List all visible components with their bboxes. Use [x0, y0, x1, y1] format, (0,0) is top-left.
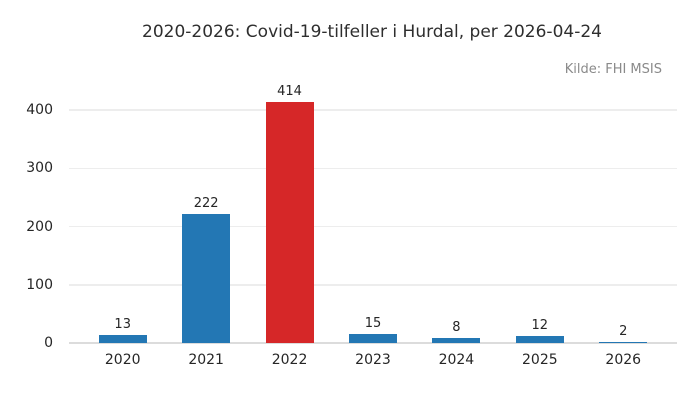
x-tick-label: 2022 [271, 352, 308, 368]
gridline [69, 284, 677, 286]
bar-value-label: 15 [364, 316, 382, 332]
bar-2025 [515, 336, 564, 343]
bar-2026 [599, 341, 648, 343]
x-tick-label: 2023 [355, 352, 391, 368]
y-tick-label: 100 [26, 276, 53, 293]
bar-value-label: 2 [619, 323, 628, 339]
x-tick-label: 2026 [605, 352, 642, 368]
bars-row: 13 222 414 15 8 12 2 [69, 84, 677, 343]
bar-2020 [98, 335, 147, 343]
x-tick-label: 2021 [188, 352, 224, 368]
bar-value-label: 13 [114, 317, 131, 333]
x-axis-labels: 2020 2021 2022 2023 2024 2025 2026 [69, 352, 677, 368]
source-label: Kilde: FHI MSIS [564, 62, 662, 77]
bar-2022 [265, 101, 314, 343]
gridlines-layer: 0 100 200 300 400 [26, 88, 677, 351]
bar-slot: 12 [498, 88, 581, 343]
bar-slot: 414 [248, 84, 331, 343]
bar-2021 [182, 213, 231, 343]
bar-slot: 8 [415, 88, 498, 343]
x-tick-label: 2024 [438, 352, 475, 368]
bar-value-label: 414 [277, 83, 302, 99]
y-tick-label: 400 [26, 102, 53, 119]
bar-value-label: 12 [531, 318, 549, 334]
bar-slot: 15 [331, 88, 414, 343]
x-tick-label: 2025 [522, 352, 558, 368]
y-tick-label: 0 [44, 335, 53, 351]
bar-value-label: 222 [193, 195, 219, 211]
chart-title: 2020-2026: Covid-19-tilfeller i Hurdal, … [142, 22, 602, 42]
plot-area: 0 100 200 300 400 13 222 414 15 8 12 2 [26, 84, 677, 351]
gridline [69, 225, 677, 228]
x-axis-baseline [69, 341, 677, 345]
bar-2024 [432, 338, 481, 343]
y-tick-label: 300 [26, 160, 53, 177]
x-tick-label: 2020 [104, 352, 141, 368]
bar-2023 [348, 334, 397, 343]
gridline [69, 109, 677, 111]
y-tick-label: 200 [26, 218, 53, 235]
gridline [69, 167, 677, 170]
bar-slot: 13 [81, 88, 164, 343]
bar-slot: 2 [582, 88, 665, 343]
bar-value-label: 8 [452, 320, 461, 336]
bar-slot: 222 [164, 88, 247, 343]
